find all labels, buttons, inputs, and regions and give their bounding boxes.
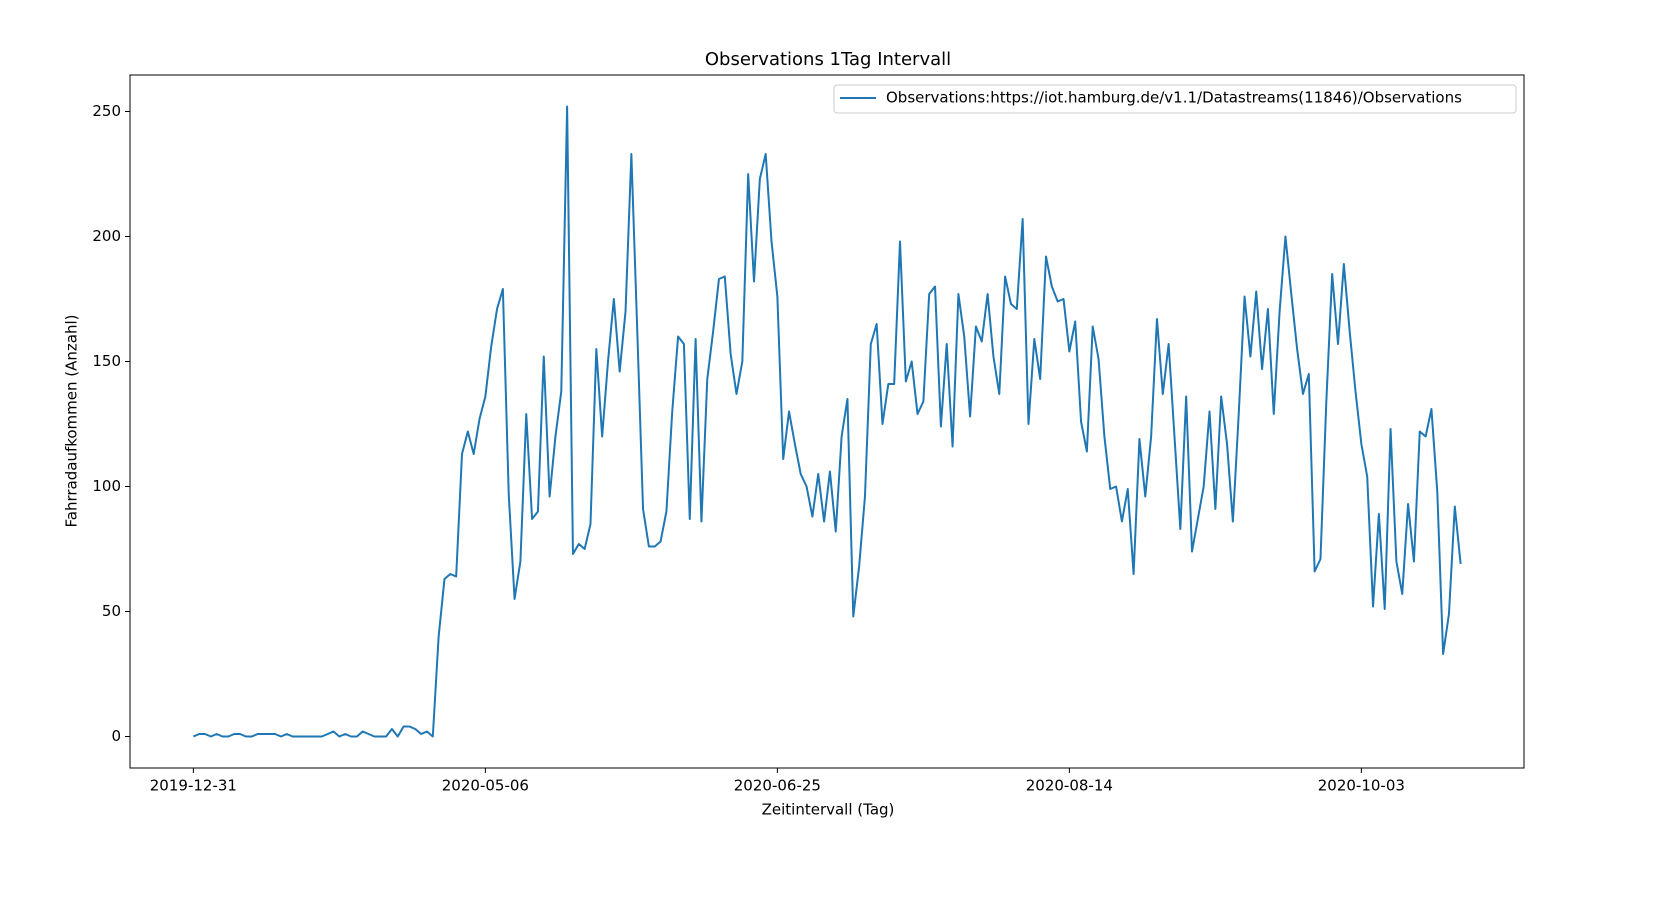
legend-box: [833, 84, 1517, 114]
plot-frame: [129, 74, 1525, 769]
y-tick-label: 100: [92, 477, 121, 495]
data-line: [192, 105, 1462, 738]
x-tick-label: 2020-10-03: [1318, 777, 1405, 795]
x-tick-label: 2020-06-25: [734, 777, 821, 795]
y-tick-label: 50: [102, 602, 121, 620]
legend-label: Observations:https://iot.hamburg.de/v1.1…: [886, 89, 1462, 107]
y-tick-label: 250: [92, 102, 121, 120]
x-tick-label: 2019-12-31: [150, 777, 237, 795]
y-tick-label: 200: [92, 227, 121, 245]
x-axis-label: Zeitintervall (Tag): [762, 801, 895, 819]
y-tick-label: 150: [92, 352, 121, 370]
y-tick-label: 0: [111, 727, 121, 745]
chart-title: Observations 1Tag Intervall: [705, 49, 951, 70]
x-tick-label: 2020-08-14: [1026, 777, 1113, 795]
x-tick-label: 2020-05-06: [442, 777, 529, 795]
y-axis-label: Fahrradaufkommen (Anzahl): [63, 315, 81, 528]
